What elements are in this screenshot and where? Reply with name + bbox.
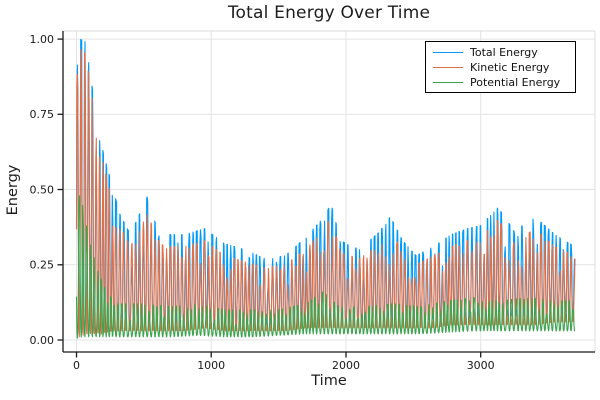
legend-item-label: Potential Energy [470,76,561,89]
legend-item-label: Kinetic Energy [470,61,550,74]
x-tick-label: 1000 [197,359,225,372]
legend-item: Kinetic Energy [426,60,575,75]
x-tick-label: 2000 [332,359,360,372]
x-tick-label: 0 [73,359,80,372]
x-axis-label: Time [311,373,347,389]
y-tick-label: 0.25 [30,259,55,272]
legend-line-sample [433,82,463,83]
legend-line-sample [433,52,463,53]
series-path-potential-energy [75,195,576,339]
y-tick-label: 0.75 [30,108,55,121]
x-tick-label: 3000 [467,359,495,372]
y-tick-label: 0.00 [30,334,55,347]
legend-line-sample [433,67,463,68]
legend: Total Energy Kinetic Energy Potential En… [425,41,576,93]
y-axis-label: Energy [5,164,21,216]
legend-item: Potential Energy [426,75,575,90]
legend-item-label: Total Energy [470,46,538,59]
chart-title: Total Energy Over Time [227,3,431,23]
y-tick-label: 0.50 [30,183,55,196]
legend-item: Total Energy [426,45,575,60]
y-tick-label: 1.00 [30,33,55,46]
